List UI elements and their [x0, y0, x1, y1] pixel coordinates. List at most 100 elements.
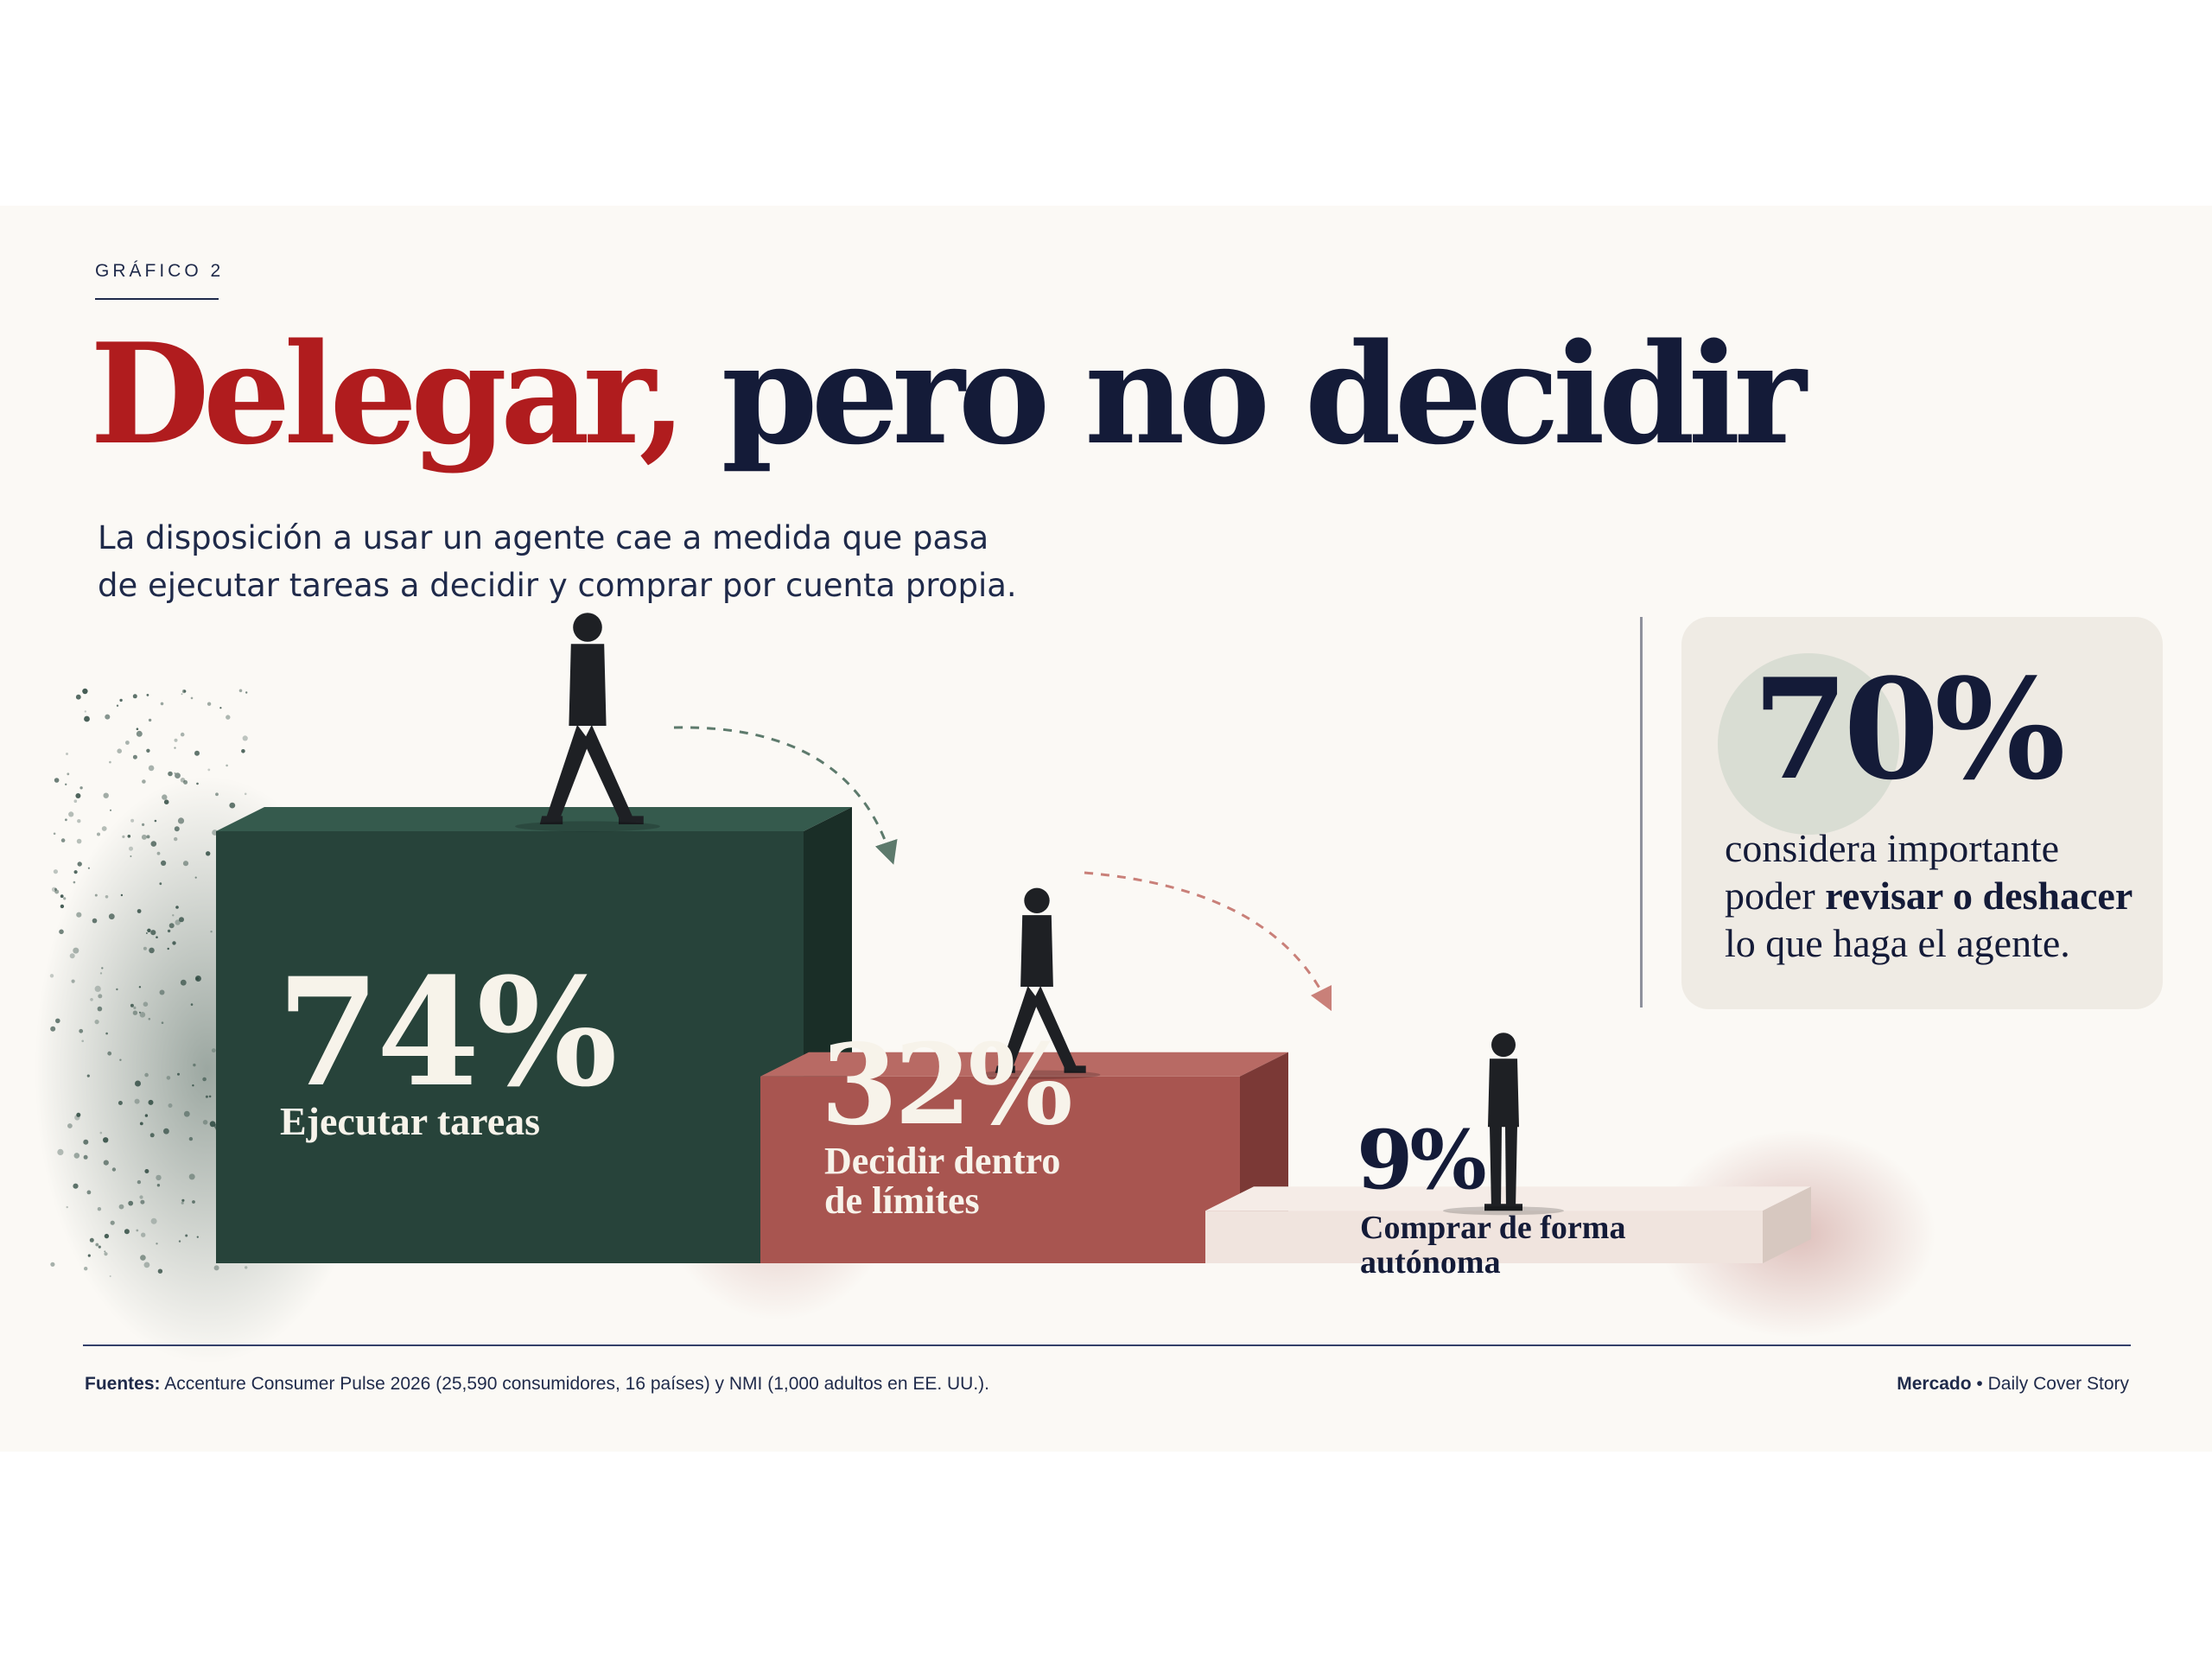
dust-particle	[168, 923, 175, 929]
dust-particle	[87, 1254, 91, 1257]
dust-particle	[174, 772, 176, 775]
dust-particle	[181, 1198, 185, 1202]
subtitle-line-2: de ejecutar tareas a decidir y comprar p…	[98, 567, 1017, 604]
dust-particle	[147, 928, 151, 932]
step-arrow-1	[673, 726, 898, 865]
dust-particle	[101, 967, 104, 969]
dust-particle	[139, 1122, 143, 1126]
figure-head	[1024, 887, 1050, 913]
dust-particle	[144, 1114, 149, 1117]
dust-particle	[60, 894, 64, 899]
dust-particle	[146, 835, 150, 839]
dust-particle	[143, 946, 147, 950]
dust-particle	[94, 893, 98, 897]
bar-value-label-2: 32%	[821, 1020, 1071, 1150]
dust-particle	[205, 1095, 208, 1098]
dust-particle	[160, 702, 164, 706]
dust-particle	[65, 783, 67, 785]
bar-2	[760, 1076, 1240, 1263]
figure-walking-2	[973, 887, 1101, 1080]
step-arrow-2	[1084, 871, 1332, 1012]
dust-particle	[105, 1032, 108, 1035]
dust-particle	[142, 779, 146, 784]
dust-particle	[137, 909, 142, 913]
dust-particle	[178, 1240, 181, 1243]
dust-particle	[181, 1201, 184, 1205]
figure-leg-front	[1033, 985, 1077, 1071]
dust-particle	[130, 1003, 134, 1007]
dust-particle	[181, 689, 187, 694]
dust-particle	[183, 1110, 190, 1117]
figure-shoe-right	[1503, 1204, 1522, 1211]
dust-particle	[118, 1204, 124, 1210]
dust-particle	[63, 897, 67, 900]
source-label: Fuentes:	[85, 1374, 161, 1394]
dust-particle	[136, 728, 139, 730]
bar-category-label-2: de límites	[824, 1179, 980, 1222]
dust-particle	[101, 826, 107, 831]
bar-category-label-3: autónoma	[1360, 1244, 1501, 1281]
dust-particle	[119, 1058, 122, 1061]
dust-particle	[120, 893, 124, 897]
dust-particle	[241, 749, 245, 753]
dust-particle	[107, 1051, 112, 1056]
dust-particle	[174, 826, 180, 832]
bar-value-label-3: 9%	[1357, 1113, 1485, 1208]
figure-leg-left	[1490, 1126, 1502, 1210]
dust-particle	[104, 1252, 108, 1256]
bar-category-label-3: Comprar de forma	[1360, 1210, 1625, 1246]
dust-particle	[73, 870, 78, 874]
dust-particle	[77, 819, 81, 823]
dust-particle	[185, 1234, 188, 1237]
dust-particle	[183, 779, 188, 785]
dust-particle	[94, 985, 101, 992]
dust-particle	[108, 913, 115, 920]
dust-particle	[144, 1169, 149, 1173]
dust-particle	[67, 772, 70, 776]
dust-particle	[190, 1003, 194, 1006]
callout-line-1: considera importante	[1725, 826, 2060, 870]
dust-particle	[141, 834, 147, 840]
bar-value-label-1: 74%	[276, 944, 614, 1120]
dust-particle	[150, 1217, 157, 1224]
chart-kicker: GRÁFICO 2	[95, 261, 225, 281]
dust-particle	[117, 748, 122, 753]
dust-particle	[130, 855, 132, 857]
dust-particle	[68, 811, 74, 817]
step-arrows	[673, 726, 1332, 1012]
dust-particle	[119, 698, 123, 702]
dust-particle	[79, 1028, 84, 1033]
dust-particle	[104, 1233, 110, 1239]
dust-particle	[162, 794, 168, 800]
dust-particle	[181, 693, 183, 696]
dust-particle	[208, 1095, 212, 1098]
dust-particle	[132, 694, 137, 699]
dust-particle	[192, 1200, 195, 1204]
dust-particle	[54, 887, 57, 891]
dust-particle	[105, 714, 111, 720]
dust-particle	[156, 936, 158, 938]
dust-particle	[159, 989, 165, 995]
dust-particle	[229, 802, 236, 809]
dust-particle	[146, 694, 149, 696]
dust-particle	[132, 754, 137, 760]
title-red-part: Delegar,	[90, 313, 687, 475]
dust-particle	[54, 889, 60, 894]
figure-shadow	[515, 821, 660, 832]
dust-particle	[76, 838, 82, 844]
dust-particle	[57, 1148, 64, 1155]
walking-figures	[515, 613, 1564, 1216]
publication-name: Daily Cover Story	[1987, 1374, 2129, 1394]
figure-torso	[1020, 915, 1053, 988]
dust-particle	[213, 1265, 219, 1271]
dust-particle	[75, 793, 81, 798]
dust-particle	[84, 710, 87, 713]
dust-particle	[138, 986, 142, 988]
callout-bubble-decoration	[1718, 653, 1899, 835]
dust-particle	[76, 1112, 81, 1117]
figure-leg-back	[1001, 985, 1039, 1071]
dust-particle	[148, 1099, 154, 1105]
dust-particle	[83, 1139, 89, 1145]
dust-particle	[143, 1001, 149, 1007]
dust-particle	[174, 738, 178, 742]
